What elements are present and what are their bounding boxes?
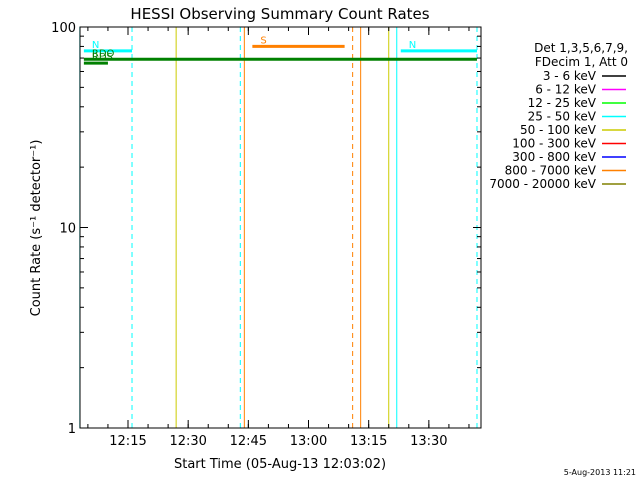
flag-label-2: N [409, 40, 416, 51]
timestamp: 5-Aug-2013 11:21 [564, 468, 636, 477]
legend-label-5: 100 - 300 keV [512, 137, 596, 151]
x-tick-label-3: 13:00 [290, 434, 327, 449]
legend-label-2: 12 - 25 keV [528, 96, 597, 110]
legend-header-1: FDecim 1, Att 0 [535, 55, 628, 69]
x-tick-label-1: 12:30 [169, 434, 206, 449]
legend-label-0: 3 - 6 keV [543, 69, 597, 83]
legend-header-0: Det 1,3,5,6,7,9, [534, 41, 628, 55]
legend-label-4: 50 - 100 keV [520, 123, 597, 137]
legend-label-1: 6 - 12 keV [535, 83, 597, 97]
axis-ticks: 12:15 12:30 12:45 13:00 13:15 13:30 1 10 100 [51, 21, 481, 449]
chart-title: HESSI Observing Summary Count Rates [130, 5, 429, 23]
y-tick-label-2: 100 [51, 21, 76, 36]
legend: Det 1,3,5,6,7,9,FDecim 1, Att 03 - 6 keV… [489, 41, 628, 191]
x-axis-label: Start Time (05-Aug-13 12:03:02) [174, 457, 386, 472]
flag-label-1: N [92, 40, 99, 51]
y-tick-label-1: 10 [59, 222, 76, 237]
legend-label-8: 7000 - 20000 keV [489, 177, 596, 191]
x-tick-label-0: 12:15 [109, 434, 146, 449]
y-axis-label: Count Rate (s⁻¹ detector⁻¹) [29, 140, 44, 317]
legend-label-6: 300 - 800 keV [512, 150, 596, 164]
flag-label-3: RDO [92, 48, 115, 59]
flag-label-4: RDS [92, 52, 113, 63]
legend-label-3: 25 - 50 keV [528, 110, 597, 124]
x-tick-label-4: 13:15 [350, 434, 387, 449]
flag-label-0: S [260, 35, 266, 46]
legend-label-7: 800 - 7000 keV [505, 164, 597, 178]
x-tick-label-5: 13:30 [410, 434, 447, 449]
x-tick-label-2: 12:45 [230, 434, 267, 449]
y-tick-label-0: 1 [68, 422, 76, 437]
